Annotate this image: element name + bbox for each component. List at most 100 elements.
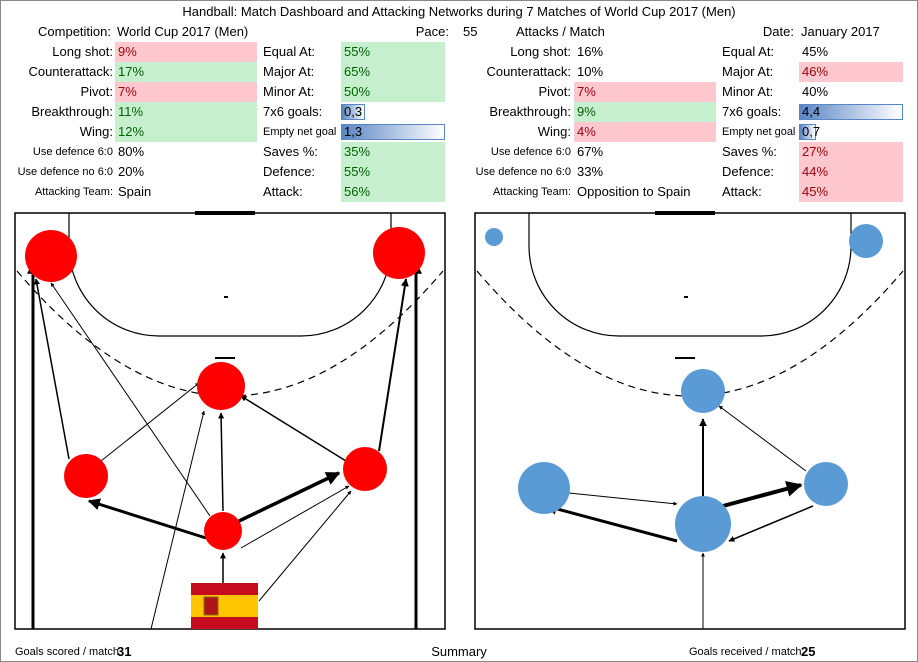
stat-label: Attacking Team: [492, 186, 571, 198]
stat-value: 10% [577, 64, 604, 79]
stat-label: Use defence no 6:0 [17, 166, 113, 178]
stat-value: 4% [574, 122, 716, 142]
stat-value: 45% [799, 182, 903, 202]
stat-value: 40% [802, 84, 829, 99]
stat-value: 27% [799, 142, 903, 162]
flag-emblem [203, 596, 219, 616]
stat-value: 45% [802, 44, 829, 59]
flag [191, 595, 258, 617]
stat-label: Breakthrough: [31, 104, 113, 119]
stat-value: 80% [118, 144, 145, 159]
player-node [25, 230, 77, 282]
pass-arrow [34, 278, 70, 460]
bar-label: 0,7 [802, 124, 821, 139]
pass-arrow [100, 382, 200, 462]
stat-label: 7x6 goals: [722, 104, 782, 119]
stat-value: 0,3 [341, 102, 445, 122]
stat-value: 0,7 [799, 122, 903, 142]
stat-label: Saves %: [722, 144, 777, 159]
stat-label: Major At: [722, 64, 774, 79]
bar-label: 4,4 [802, 104, 821, 119]
pass-arrow [718, 405, 807, 472]
stat-value: 55% [341, 162, 445, 182]
stat-value: 35% [341, 142, 445, 162]
stat-label: Counterattack: [486, 64, 571, 79]
stat-label: Saves %: [263, 144, 318, 159]
pass-arrow [218, 412, 225, 512]
attacks-label: Attacks / Match [516, 24, 605, 39]
stat-value: 9% [574, 102, 716, 122]
data-bar [799, 124, 816, 140]
stat-label: Long shot: [52, 44, 113, 59]
footer-label: Goals received / match [689, 646, 802, 658]
competition: World Cup 2017 (Men) [117, 24, 249, 39]
player-node [675, 496, 731, 552]
pass-arrow [240, 485, 350, 549]
stat-value: 67% [577, 144, 604, 159]
stat-label: Attacking Team: [34, 186, 113, 198]
player-node [681, 369, 725, 413]
stat-value: 9% [115, 42, 257, 62]
stat-label: Major At: [263, 64, 315, 79]
pace: 55 [463, 24, 478, 39]
stat-value: 55% [341, 42, 445, 62]
stat-value: 33% [577, 164, 604, 179]
data-bar [799, 104, 903, 120]
player-node [373, 227, 425, 279]
player-node [485, 228, 503, 246]
pass-arrow [50, 282, 211, 517]
stat-label: Attack: [263, 184, 303, 199]
stat-label: Empty net goal [263, 126, 337, 138]
pass-arrow [728, 505, 814, 542]
stat-label: Defence: [722, 164, 775, 179]
six-m-line [68, 213, 392, 337]
stat-label: Empty net goal [722, 126, 796, 138]
bar-label: 0,3 [344, 104, 363, 119]
pass-arrow [87, 498, 207, 540]
player-node [343, 447, 387, 491]
bar-label: 1,3 [344, 124, 363, 139]
stat-value: 44% [799, 162, 903, 182]
data-bar [341, 104, 365, 120]
stat-label: Long shot: [510, 44, 571, 59]
stat-label: Minor At: [722, 84, 774, 99]
footer-value: 25 [801, 644, 816, 659]
player-node [197, 362, 245, 410]
pass-arrow [378, 278, 409, 452]
stat-value: 7% [115, 82, 257, 102]
player-node [849, 224, 883, 258]
pass-arrow [238, 471, 341, 523]
player-node [804, 462, 848, 506]
stat-label: 7x6 goals: [263, 104, 323, 119]
title: Handball: Match Dashboard and Attacking … [182, 4, 736, 19]
competition-label: Competition: [38, 24, 111, 39]
stat-label: Equal At: [263, 44, 316, 59]
summary: Summary [431, 644, 487, 659]
stat-value: 11% [115, 102, 257, 122]
stat-label: Pivot: [538, 84, 571, 99]
stat-value: 56% [341, 182, 445, 202]
stat-value: 65% [341, 62, 445, 82]
stat-label: Use defence 6:0 [32, 146, 113, 158]
stat-value: 46% [799, 62, 903, 82]
six-m-line [528, 213, 852, 337]
stat-value: Spain [118, 184, 152, 199]
stat-value: 16% [577, 44, 604, 59]
footer-label: Goals scored / match [15, 646, 119, 658]
stat-label: Wing: [537, 124, 571, 139]
stat-value: 50% [341, 82, 445, 102]
stat-label: Equal At: [722, 44, 775, 59]
pass-arrow [568, 492, 678, 506]
stat-label: Counterattack: [28, 64, 113, 79]
stat-value: 17% [115, 62, 257, 82]
stat-label: Use defence 6:0 [490, 146, 571, 158]
stat-value: 1,3 [341, 122, 445, 142]
stat-label: Use defence no 6:0 [475, 166, 571, 178]
stat-label: Pivot: [80, 84, 113, 99]
date-label: Date: [762, 24, 794, 39]
stat-label: Defence: [263, 164, 316, 179]
footer-value: 31 [117, 644, 132, 659]
stat-value: 4,4 [799, 102, 903, 122]
